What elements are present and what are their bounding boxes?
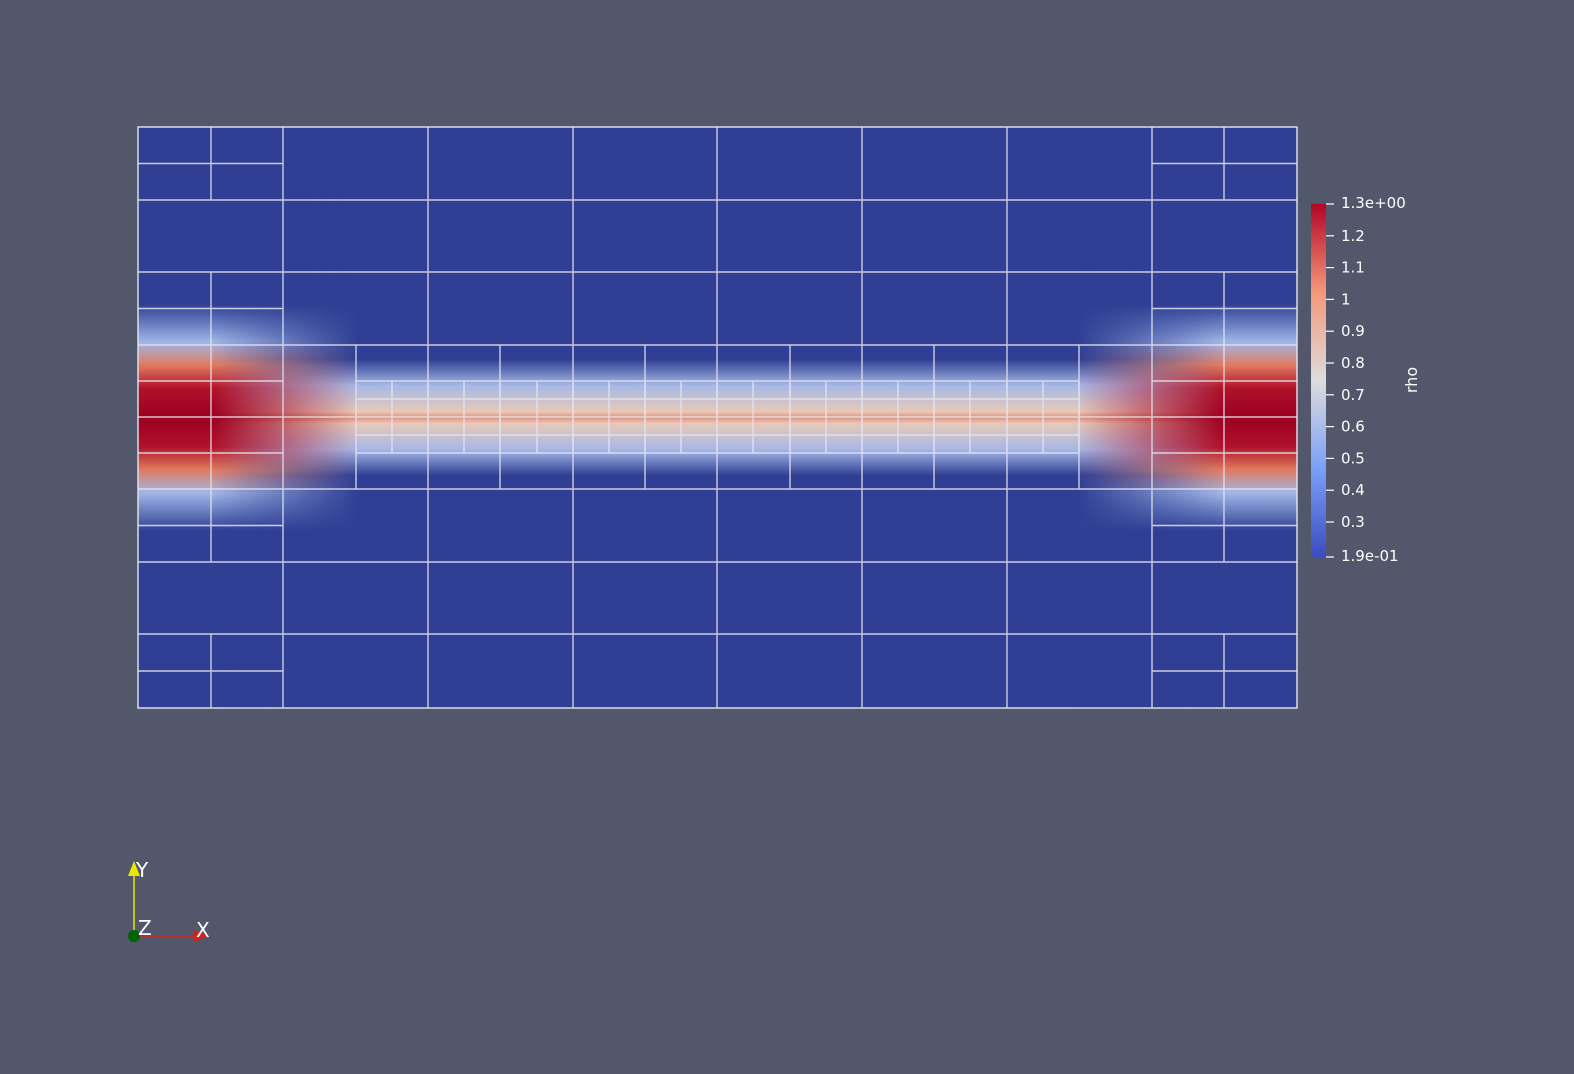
x-axis-label: X xyxy=(196,918,210,942)
colorbar-title: rho xyxy=(1402,367,1421,393)
colorbar: 1.2 1.1 1 0.9 0.8 0.7 0.6 0.5 0.4 0.3 1.3e+00 1.9… xyxy=(1311,194,1421,565)
colorbar-tick-label: 1.1 xyxy=(1341,259,1365,277)
colorbar-tick-label: 0.4 xyxy=(1341,481,1365,499)
colorbar-tick-label: 0.6 xyxy=(1341,418,1365,436)
colorbar-tick-label: 1.2 xyxy=(1341,227,1365,245)
amr-mesh-grid xyxy=(138,127,1297,708)
x-axis-arrow-icon xyxy=(194,930,209,942)
colorbar-tick-label: 0.7 xyxy=(1341,386,1365,404)
z-axis-dot-icon xyxy=(128,930,140,942)
orientation-axes[interactable]: Y Z X xyxy=(128,858,210,942)
colorbar-tick-label: 0.8 xyxy=(1341,354,1365,372)
domain-outline xyxy=(137,126,1298,709)
colorbar-min-label: 1.9e-01 xyxy=(1341,547,1399,565)
colorbar-tick-label: 1 xyxy=(1341,290,1351,308)
y-axis-arrow-icon xyxy=(128,861,140,876)
colorbar-tick-label: 0.9 xyxy=(1341,322,1365,340)
colorbar-tick-label: 0.5 xyxy=(1341,449,1365,467)
y-axis-label: Y xyxy=(135,858,149,882)
z-axis-label: Z xyxy=(138,916,152,940)
colorbar-gradient xyxy=(1311,204,1326,557)
colorbar-tick-label: 0.3 xyxy=(1341,513,1365,531)
colorbar-max-label: 1.3e+00 xyxy=(1341,194,1406,212)
